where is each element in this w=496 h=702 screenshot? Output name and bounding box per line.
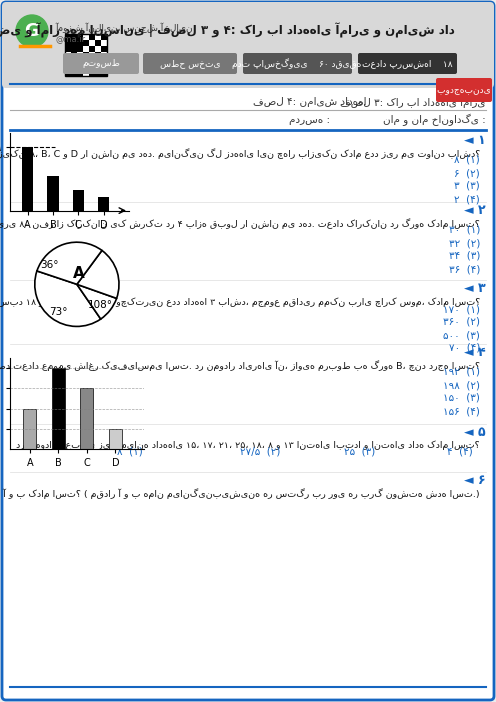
Bar bbox=[77, 40, 83, 46]
Bar bbox=[71, 34, 77, 40]
Text: بودجه‌بندی: بودجه‌بندی bbox=[437, 86, 491, 95]
Text: سطح سختی: سطح سختی bbox=[160, 59, 220, 68]
Text: متوسط: متوسط bbox=[82, 59, 120, 68]
Bar bbox=[89, 46, 95, 52]
Text: نمودار زیر تعداد گل‌های زده یک فصل ۴ بازیکن A، B، C و D را نشان می دهد. میانگین : نمودار زیر تعداد گل‌های زده یک فصل ۴ باز… bbox=[0, 148, 480, 159]
Bar bbox=[72, 190, 84, 211]
Bar bbox=[101, 46, 107, 52]
Bar bbox=[101, 70, 107, 76]
Bar bbox=[71, 70, 77, 76]
Text: دامنهٔ میانی نمودار جعبه‌ای شامل ۱۰ داده ۱۰ و اختلاف جعبه‌ای با سبد ۱۸ و ۳۸ است.: دامنهٔ میانی نمودار جعبه‌ای شامل ۱۰ داده… bbox=[0, 296, 480, 307]
Text: ۱۷۰  (۱): ۱۷۰ (۱) bbox=[443, 304, 480, 314]
Bar bbox=[71, 64, 77, 70]
Text: در نمودار جعبه‌ای زیر، میانه داده‌های ۱۵، ۱۷، ۲۱، ۲۵، ۱۸، ۸ و ۱۳ انتهای ابتدا و : در نمودار جعبه‌ای زیر، میانه داده‌های ۱۵… bbox=[16, 440, 480, 449]
Wedge shape bbox=[37, 242, 102, 284]
Text: آموزش آنلاین، سنجش آنلاین: آموزش آنلاین، سنجش آنلاین bbox=[55, 22, 192, 33]
Text: ◄ ۳: ◄ ۳ bbox=[464, 282, 486, 295]
Text: ◄ ۵: ◄ ۵ bbox=[464, 425, 486, 439]
Bar bbox=[65, 34, 107, 76]
Text: ۳۴  (۳): ۳۴ (۳) bbox=[448, 251, 480, 261]
Text: ۷۰  (۴): ۷۰ (۴) bbox=[448, 343, 480, 353]
Bar bbox=[89, 34, 95, 40]
Bar bbox=[77, 58, 83, 64]
Bar bbox=[89, 70, 95, 76]
Bar bbox=[109, 429, 122, 449]
Bar bbox=[71, 40, 77, 46]
Bar bbox=[95, 70, 101, 76]
Text: @ma.ir: @ma.ir bbox=[55, 34, 85, 44]
Text: ۳۶۰  (۲): ۳۶۰ (۲) bbox=[443, 317, 480, 327]
Bar bbox=[23, 409, 36, 449]
Text: ۱۹۸  (۲): ۱۹۸ (۲) bbox=[443, 380, 480, 390]
Bar bbox=[65, 64, 71, 70]
Text: ◄ ۴: ◄ ۴ bbox=[464, 345, 486, 359]
Bar bbox=[6, 6, 490, 84]
Wedge shape bbox=[77, 284, 117, 319]
Bar bbox=[65, 40, 71, 46]
Bar bbox=[89, 64, 95, 70]
Text: 36°: 36° bbox=[40, 260, 59, 270]
Text: آزمون مجازی میان نوبت دوم ریاضی و آمار دهم انسانی | فصل ۳ و ۴: کار با داده‌های آ: آزمون مجازی میان نوبت دوم ریاضی و آمار د… bbox=[0, 22, 455, 38]
Bar bbox=[95, 40, 101, 46]
Bar bbox=[95, 64, 101, 70]
FancyBboxPatch shape bbox=[436, 78, 492, 102]
Text: ۲۷/۵  (۲): ۲۷/۵ (۲) bbox=[240, 447, 280, 457]
Text: فصل ۳: کار با داده‌های آماری: فصل ۳: کار با داده‌های آماری bbox=[340, 96, 486, 108]
Circle shape bbox=[16, 15, 48, 47]
Text: ۲  (۴): ۲ (۴) bbox=[454, 194, 480, 204]
Text: 108°: 108° bbox=[88, 300, 113, 310]
Text: ۳۰  (۱): ۳۰ (۱) bbox=[448, 225, 480, 235]
Text: ۸  (۱): ۸ (۱) bbox=[454, 155, 480, 165]
Text: نام و نام خانوادگی :: نام و نام خانوادگی : bbox=[383, 114, 486, 126]
Text: ◄ ۶: ◄ ۶ bbox=[464, 474, 486, 486]
Text: نمودار دایره‌ای زیر، نسبت نمرات مسئولیت‌پذیری ۸۰ نفر از کارکنان یک شرکت در ۴ باز: نمودار دایره‌ای زیر، نسبت نمرات مسئولیت‌… bbox=[0, 218, 480, 229]
Text: ۳۲  (۲): ۳۲ (۲) bbox=[448, 238, 480, 248]
Text: نمودار میله‌ای زیر، درصد تعداد عمومی شاغر کیفی‌اسمی است. در نمودار دایره‌ای آن، : نمودار میله‌ای زیر، درصد تعداد عمومی شاغ… bbox=[0, 360, 480, 371]
Bar bbox=[98, 197, 109, 211]
Text: مدت پاسخگویی    ۶۰ دقیقه: مدت پاسخگویی ۶۰ دقیقه bbox=[232, 58, 362, 69]
Text: با توجه به نمودار زیر، واریانس مقادیر داده‌های آ و ب کدام است؟ ( مقدار آ و ب هما: با توجه به نمودار زیر، واریانس مقادیر دا… bbox=[0, 488, 480, 499]
Text: ۳  (۳): ۳ (۳) bbox=[454, 181, 480, 191]
Wedge shape bbox=[35, 271, 101, 326]
Bar bbox=[101, 64, 107, 70]
Bar bbox=[71, 52, 77, 58]
Text: 73°: 73° bbox=[49, 307, 67, 317]
FancyBboxPatch shape bbox=[63, 53, 139, 74]
Text: ۵۰۰  (۳): ۵۰۰ (۳) bbox=[443, 330, 480, 340]
Text: ◄ ۲: ◄ ۲ bbox=[464, 204, 486, 216]
Bar bbox=[80, 388, 93, 449]
Bar bbox=[95, 52, 101, 58]
Text: ۱۹۲  (۱): ۱۹۲ (۱) bbox=[443, 367, 480, 377]
Text: تعداد پرسش‌ها    ۱۸: تعداد پرسش‌ها ۱۸ bbox=[362, 59, 452, 68]
Bar bbox=[65, 34, 71, 40]
FancyBboxPatch shape bbox=[2, 2, 494, 88]
Bar bbox=[77, 64, 83, 70]
Text: ۱۵۶  (۴): ۱۵۶ (۴) bbox=[443, 406, 480, 416]
Text: ۲۵  (۳): ۲۵ (۳) bbox=[344, 447, 375, 457]
Bar bbox=[83, 64, 89, 70]
Bar bbox=[89, 58, 95, 64]
Text: فصل ۴: نمایش داده‌ها: فصل ۴: نمایش داده‌ها bbox=[253, 97, 367, 107]
Text: ۳۶  (۴): ۳۶ (۴) bbox=[448, 264, 480, 274]
Bar bbox=[83, 40, 89, 46]
Text: A: A bbox=[73, 266, 85, 282]
Bar bbox=[77, 46, 83, 52]
Bar bbox=[77, 70, 83, 76]
Text: ◄ ۱: ◄ ۱ bbox=[464, 133, 486, 147]
Bar bbox=[65, 58, 71, 64]
Bar bbox=[47, 176, 59, 211]
Text: G: G bbox=[25, 22, 40, 40]
Bar bbox=[71, 58, 77, 64]
Text: ۶  (۲): ۶ (۲) bbox=[454, 168, 480, 178]
Bar bbox=[65, 70, 71, 76]
FancyBboxPatch shape bbox=[358, 53, 457, 74]
Bar bbox=[71, 46, 77, 52]
Bar bbox=[65, 46, 71, 52]
Text: ۴  (۴): ۴ (۴) bbox=[447, 447, 473, 457]
Bar bbox=[52, 368, 65, 449]
Bar bbox=[77, 34, 83, 40]
Text: ۱۵۰  (۳): ۱۵۰ (۳) bbox=[443, 393, 480, 403]
FancyBboxPatch shape bbox=[143, 53, 237, 74]
FancyBboxPatch shape bbox=[243, 53, 352, 74]
